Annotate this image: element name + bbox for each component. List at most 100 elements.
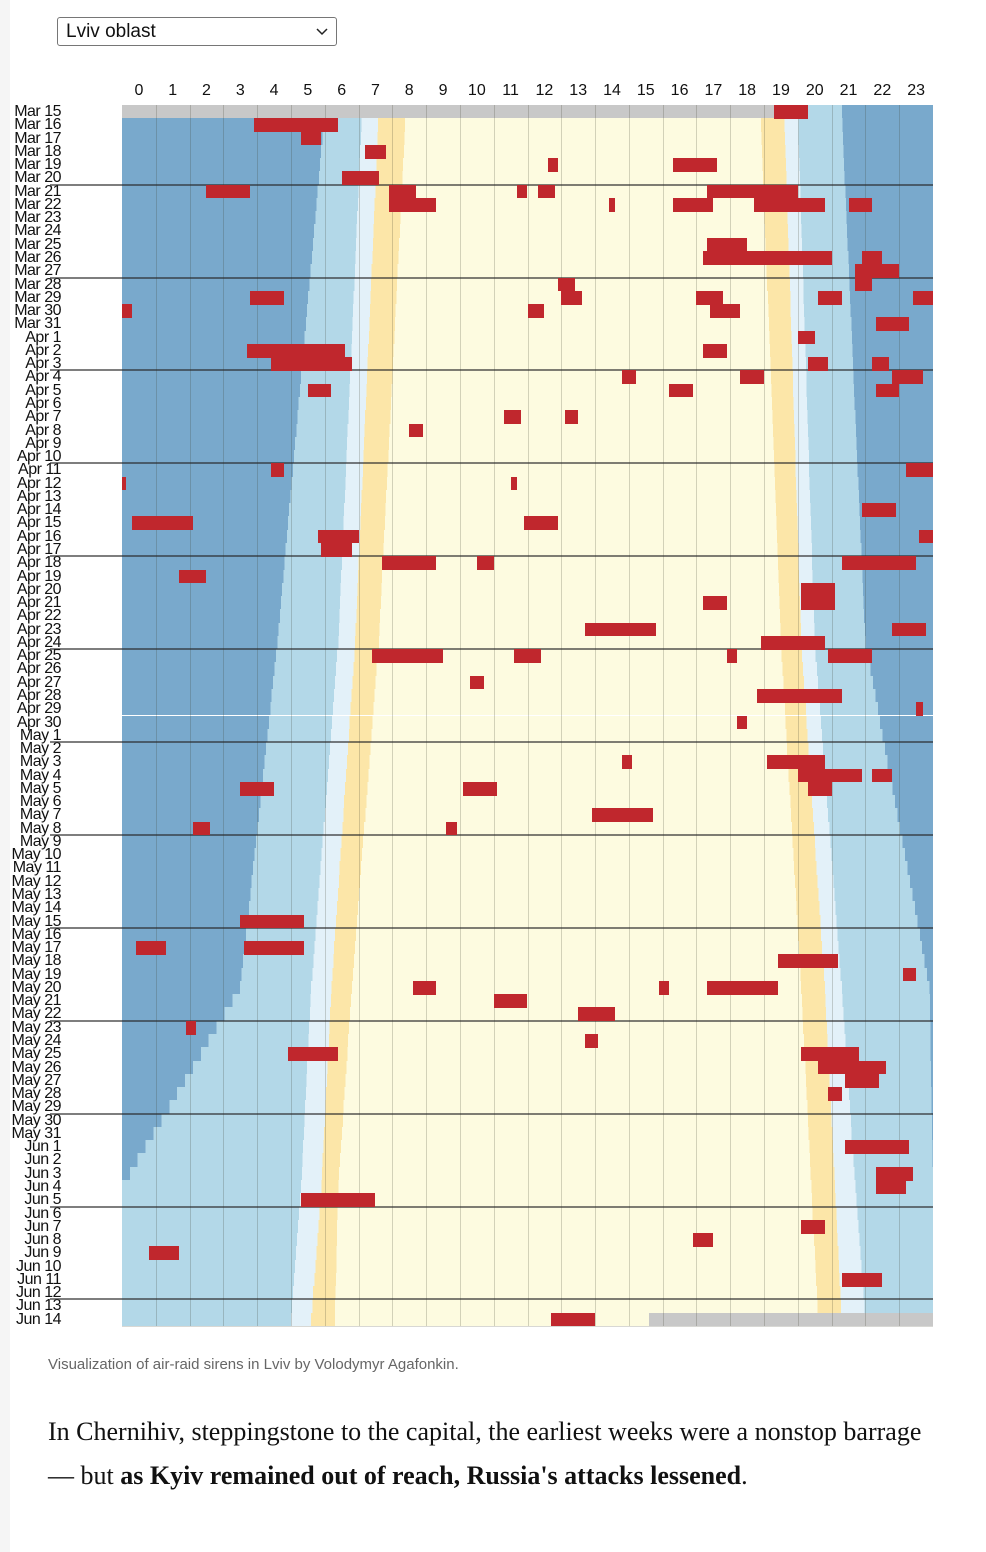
date-row: Mar 17 (14, 130, 933, 146)
date-row: May 8 (20, 820, 933, 836)
date-label: May 2 (19, 740, 62, 758)
date-row: Jun 7 (24, 1218, 933, 1234)
date-label: Apr 9 (25, 434, 61, 452)
date-label: May 16 (11, 925, 62, 943)
date-label: Jun 12 (15, 1284, 62, 1302)
date-label: Apr 23 (16, 620, 62, 638)
date-label: Jun 14 (15, 1310, 62, 1328)
siren-alert-bar (122, 476, 126, 491)
siren-alert-bar (608, 197, 616, 212)
siren-alert-bar (287, 1047, 339, 1062)
date-label: Apr 10 (16, 448, 62, 466)
date-row: Apr 21 (17, 595, 933, 611)
siren-alert-bar (270, 357, 352, 371)
date-row: Apr 11 (18, 462, 933, 478)
date-label: May 30 (11, 1111, 62, 1129)
week-divider (50, 741, 933, 744)
date-label: May 11 (12, 859, 62, 877)
no-data-cell (122, 105, 775, 119)
siren-alert-bar (547, 158, 558, 172)
hour-tick: 8 (404, 82, 414, 99)
date-label: Apr 12 (16, 474, 62, 492)
date-row: Mar 19 (14, 157, 933, 173)
date-label: Jun 4 (24, 1178, 61, 1195)
siren-alert-bar (818, 290, 842, 305)
hour-gridline (290, 105, 292, 1326)
siren-alert-bar (382, 556, 437, 570)
date-label: Apr 16 (16, 527, 62, 545)
siren-alert-bar (132, 516, 193, 531)
siren-alert-bar (584, 622, 656, 637)
date-row: Apr 12 (17, 475, 933, 491)
date-label: Apr 3 (25, 355, 61, 373)
siren-alert-bar (801, 1047, 859, 1062)
siren-alert-bar (902, 967, 917, 982)
hour-tick: 11 (502, 82, 519, 99)
hour-gridline (189, 105, 191, 1326)
date-label: Apr 18 (16, 554, 62, 572)
date-row: Jun 4 (24, 1179, 933, 1195)
hour-gridline (426, 105, 428, 1326)
date-label: Jun 7 (24, 1217, 61, 1235)
siren-alert-bar (801, 596, 835, 610)
siren-alert-bar (341, 171, 379, 186)
hour-gridline (662, 105, 664, 1326)
siren-alert-bar (250, 290, 285, 305)
siren-alert-bar (706, 237, 748, 252)
date-row: Apr 23 (17, 621, 933, 637)
hour-gridline (257, 105, 259, 1326)
date-label: Mar 19 (14, 156, 61, 174)
date-label: Mar 15 (14, 103, 61, 120)
siren-alert-bar (905, 463, 933, 478)
siren-alert-bar (797, 768, 863, 783)
date-label: Mar 24 (14, 222, 61, 240)
siren-alert-bar (757, 688, 842, 703)
date-label: Apr 6 (25, 394, 61, 412)
date-row: Jun 9 (24, 1245, 933, 1261)
date-label: May 3 (19, 753, 62, 771)
siren-alert-bar (537, 184, 555, 199)
date-row: Apr 4 (25, 369, 933, 385)
date-row: May 28 (12, 1086, 933, 1102)
date-row: May 6 (20, 794, 933, 810)
hour-gridline (865, 105, 867, 1326)
siren-alert-bar (801, 1219, 825, 1234)
siren-alert-bar (737, 715, 748, 730)
date-row: May 12 (12, 873, 933, 889)
siren-alert-bar (892, 622, 927, 637)
date-row: May 22 (12, 1006, 933, 1022)
hour-gridline (561, 105, 563, 1326)
date-label: Jun 9 (24, 1244, 61, 1262)
date-label: Jun 10 (15, 1257, 62, 1275)
region-select[interactable]: Lviv oblast (57, 17, 337, 46)
hour-tick: 7 (370, 82, 380, 99)
hour-tick: 10 (467, 82, 486, 99)
date-label: May 20 (11, 978, 62, 996)
siren-alert-bar (767, 755, 825, 770)
siren-alert-bar (703, 596, 727, 610)
week-divider (50, 648, 933, 651)
siren-heatmap: Mar 15 Mar 16 Mar 17 Mar 18 Mar 19 Mar 20 Mar … (12, 104, 933, 1327)
date-label: May 21 (11, 992, 62, 1010)
hour-tick: 4 (269, 82, 279, 99)
siren-alert-bar (240, 914, 305, 929)
date-label: May 28 (11, 1085, 62, 1103)
date-label: Apr 27 (16, 673, 62, 691)
siren-alert-bar (307, 383, 332, 398)
siren-alert-bar (703, 250, 832, 265)
siren-alert-bar (828, 1087, 842, 1101)
date-label: May 23 (11, 1018, 62, 1036)
hour-tick: 12 (535, 82, 554, 99)
siren-alert-bar (845, 1073, 879, 1088)
date-row: May 5 (20, 780, 933, 796)
date-row: Apr 6 (25, 395, 933, 411)
siren-alert-bar (875, 317, 910, 332)
hour-tick: 15 (636, 82, 655, 99)
row-divider (122, 1326, 933, 1327)
date-label: Apr 7 (25, 408, 61, 426)
siren-alert-bar (862, 250, 883, 265)
date-label: May 24 (11, 1032, 62, 1050)
siren-alert-bar (372, 649, 443, 663)
hour-axis: 0 1 2 3 4 5 6 7 8 9 10 11 12 13 14 15 16 17 18 19 20 21 22 23 (122, 82, 933, 102)
date-row: Mar 18 (14, 143, 933, 159)
